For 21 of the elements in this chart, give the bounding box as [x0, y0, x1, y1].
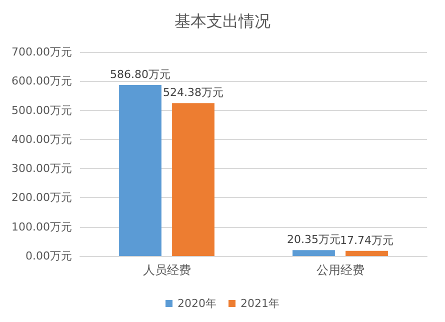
data-label: 17.74万元: [340, 234, 394, 247]
y-tick-label: 600.00万元: [12, 74, 72, 88]
chart-title: 基本支出情况: [174, 12, 270, 30]
y-tick-label: 700.00万元: [12, 46, 72, 58]
y-tick-label: 100.00万元: [12, 220, 72, 234]
data-label: 20.35万元: [286, 233, 340, 246]
bar: [119, 84, 162, 256]
x-tick-label: 公用经费: [316, 263, 364, 277]
bar: [346, 250, 388, 256]
legend-label: 2020年: [178, 297, 217, 310]
y-tick-label: 200.00万元: [12, 191, 72, 204]
y-tick-label: 500.00万元: [12, 104, 72, 117]
x-tick-label: 人员经费: [142, 263, 191, 277]
legend-label: 2021年: [240, 297, 280, 310]
bar: [292, 250, 335, 256]
data-label: 586.80万元: [110, 68, 170, 81]
data-label: 524.38万元: [163, 86, 224, 100]
y-tick-label: 0.00万元: [26, 250, 72, 262]
bar: [172, 103, 214, 256]
y-tick-label: 400.00万元: [12, 132, 72, 146]
y-tick-label: 300.00万元: [12, 162, 72, 176]
